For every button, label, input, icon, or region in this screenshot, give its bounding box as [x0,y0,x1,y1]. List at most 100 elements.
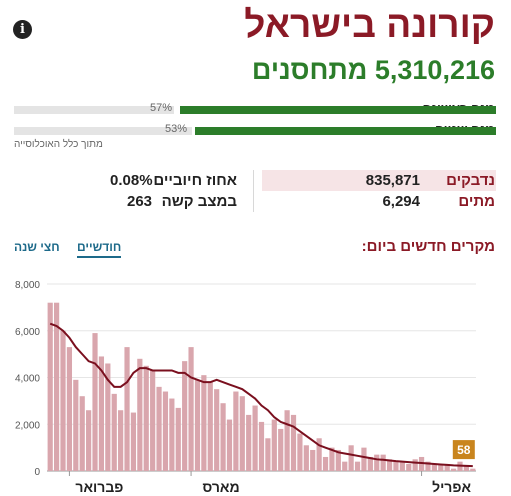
cases-bar [399,461,405,471]
cases-bar [425,461,431,471]
cases-bar [438,463,444,471]
infected-value: 835,871 [365,172,420,189]
cases-bar [335,449,341,471]
cases-bar [79,396,85,471]
cases-bar [450,468,457,471]
cases-bar [463,466,469,471]
cases-bar [278,428,284,471]
infected-label: נדבקים [446,172,495,189]
cases-bar [406,463,412,471]
serious-label: במצב קשה [161,193,237,210]
y-tick-label: 6,000 [15,327,40,338]
cases-bar [162,391,169,471]
cases-bar [233,391,239,471]
cases-bar [271,419,277,471]
cases-bar [386,459,393,471]
cases-bar [92,333,98,471]
x-month-label: אפריל [432,479,471,495]
deaths-value: 6,294 [382,193,420,210]
cases-bar [431,463,437,471]
page-title: קורונה בישראל [244,4,495,45]
cases-bar [54,302,60,471]
cases-bar [252,405,258,471]
cases-bar [207,382,213,471]
cases-bar [66,347,73,471]
cases-bar [47,302,53,471]
cases-bar [73,379,79,471]
tab-half-year[interactable]: חצי שנה [14,240,60,254]
dose2-bar-fill [195,127,496,135]
cases-bar [303,445,309,471]
latest-value-badge: 58 [452,440,475,460]
dose1-bar-fill [180,106,496,114]
cases-bar [169,398,175,471]
cases-bar [444,463,450,471]
cases-bar [86,410,92,471]
cases-bar [60,330,66,471]
cases-bar [348,445,354,471]
cases-bar [226,419,233,471]
doses-note: מתוך כלל האוכלוסייה [14,139,103,150]
cases-bar [265,438,271,471]
cases-bar [214,389,220,471]
cases-bar [258,421,265,471]
cases-bar [111,393,117,471]
dose1-percent: 57% [150,102,173,114]
cases-bar [284,410,290,471]
cases-bar [342,461,348,471]
rolling-average-line [49,322,473,468]
cases-bar [412,459,418,471]
cases-chart: 0 2,000 4,000 6,000 8,000 פברואר מארס אפריל 58 [15,280,476,495]
chart-title: מקרים חדשים ביום: [361,238,495,255]
cases-bar [182,361,188,471]
cases-bar [393,461,399,471]
deaths-label: מתים [458,193,495,210]
cases-bar [194,379,201,471]
cases-bar [150,370,156,471]
x-month-label: מארס [202,479,239,495]
info-icon[interactable]: i [13,20,32,39]
cases-bar [98,356,105,471]
y-tick-label: 2,000 [15,420,40,431]
tab-two-months[interactable]: חודשיים [77,240,122,258]
cases-bar [175,407,181,471]
vaccinated-total: 5,310,216 מתחסנים [252,55,495,86]
cases-bar [322,456,329,471]
cases-bar [188,347,194,471]
cases-bar [290,414,297,471]
y-tick-label: 8,000 [15,280,40,291]
cases-bar [130,412,137,471]
cases-bar [380,454,386,471]
cases-bar [246,414,252,471]
cases-bar [137,358,143,471]
y-tick-label: 0 [34,467,40,478]
cases-bar [201,375,207,471]
latest-value-text: 58 [457,443,471,457]
vaccinated-number: 5,310,216 [374,55,495,85]
cases-bar [354,461,361,471]
x-month-label: פברואר [75,479,123,495]
cases-bar [297,433,303,471]
cases-bar [329,447,335,472]
dose1-bar-track [14,106,174,114]
cases-bar [118,410,124,471]
stats-divider [253,170,254,212]
cases-bar [367,456,373,471]
y-tick-label: 4,000 [15,374,40,385]
cases-bar [470,468,476,471]
serious-value: 263 [127,193,153,210]
cases-bar [143,365,149,471]
cases-bar [156,386,162,471]
cases-bar [239,396,245,471]
vaccinated-label: מתחסנים [251,55,368,85]
dose2-bar-track [14,127,192,135]
cases-bar [361,447,367,472]
cases-bar [220,403,226,471]
cases-bar [105,363,111,471]
cases-bar [316,438,322,471]
dose2-percent: 53% [165,123,188,135]
cases-bar [310,449,316,471]
cases-bar [124,347,130,471]
infected-highlight [262,170,496,191]
positive-value: 0.08% [110,172,153,189]
